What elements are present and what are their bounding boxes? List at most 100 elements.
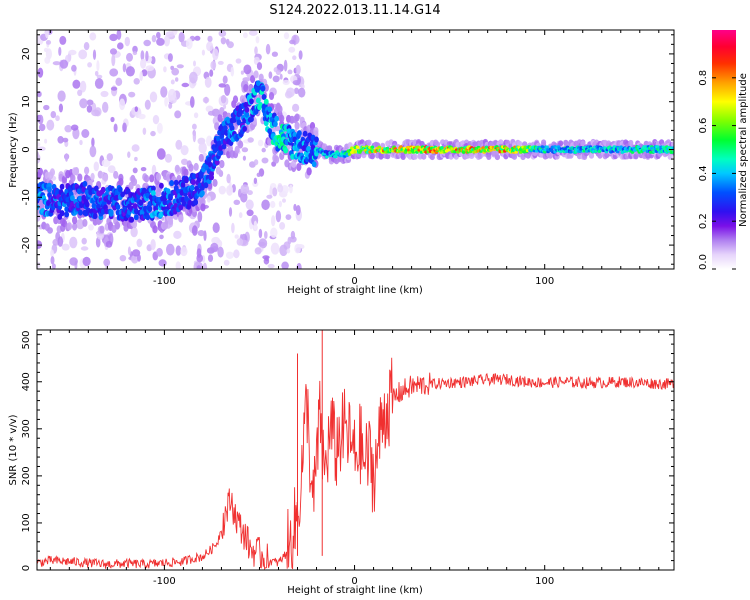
noise-blob <box>80 246 89 251</box>
halo-blob <box>667 153 673 160</box>
ridge-blob <box>263 120 269 127</box>
noise-blob <box>228 181 232 193</box>
ridge-blob <box>194 185 200 192</box>
noise-blob <box>37 146 46 152</box>
noise-blob <box>268 71 273 79</box>
noise-blob <box>261 157 269 164</box>
ridge-blob <box>440 146 444 150</box>
noise-blob <box>151 34 157 43</box>
noise-blob <box>292 55 297 60</box>
halo-blob <box>113 170 119 179</box>
noise-blob <box>133 78 140 85</box>
ridge-blob <box>59 210 65 217</box>
halo-blob <box>174 164 180 173</box>
halo-blob <box>61 175 67 184</box>
noise-blob <box>254 46 258 55</box>
noise-blob <box>125 66 135 77</box>
y-tick-label: -20 <box>21 237 32 253</box>
noise-blob <box>196 265 202 269</box>
noise-blob <box>180 246 188 257</box>
noise-blob <box>167 53 173 62</box>
noise-blob <box>210 242 219 252</box>
ridge-blob <box>151 185 156 192</box>
noise-blob <box>272 187 278 197</box>
noise-blob <box>175 245 182 256</box>
halo-blob <box>149 174 155 183</box>
ridge-blob <box>630 150 635 154</box>
noise-blob <box>218 83 227 88</box>
ridge-blob <box>151 190 156 197</box>
noise-blob <box>228 207 233 217</box>
spectrogram-xlabel: Height of straight line (km) <box>287 285 423 296</box>
noise-blob <box>110 48 117 55</box>
snr-series-line <box>37 357 674 570</box>
halo-blob <box>486 154 492 160</box>
ridge-blob <box>242 125 248 132</box>
noise-blob <box>288 46 296 53</box>
ridge-blob <box>173 179 179 186</box>
ridge-blob <box>93 185 99 192</box>
halo-blob <box>183 168 189 177</box>
noise-blob <box>218 185 226 195</box>
snr-ylabel: SNR (10 * v/v) <box>8 414 19 485</box>
noise-blob <box>254 247 262 255</box>
noise-blob <box>52 61 61 66</box>
halo-blob <box>198 153 204 162</box>
noise-blob <box>145 50 149 62</box>
noise-blob <box>173 230 182 239</box>
noise-blob <box>143 39 151 47</box>
noise-blob <box>158 259 167 267</box>
noise-blob <box>156 247 163 257</box>
noise-blob <box>50 256 55 265</box>
halo-blob <box>131 178 138 186</box>
noise-blob <box>270 242 280 255</box>
noise-blob <box>181 158 188 165</box>
halo-blob <box>212 178 218 187</box>
ridge-blob <box>244 106 250 113</box>
ridge-blob <box>59 183 65 190</box>
noise-blob <box>109 33 118 42</box>
noise-blob <box>270 200 276 209</box>
noise-blob <box>50 111 57 119</box>
noise-blob <box>39 123 46 132</box>
noise-blob <box>220 37 227 45</box>
halo-blob <box>217 114 223 123</box>
ridge-blob <box>115 204 121 210</box>
noise-blob <box>170 79 175 85</box>
noise-blob <box>202 97 210 104</box>
noise-blob <box>62 137 69 143</box>
ridge-blob <box>84 201 90 208</box>
halo-blob <box>73 167 79 176</box>
ridge-blob <box>198 172 204 179</box>
noise-blob <box>43 104 50 111</box>
ridge-blob <box>671 150 674 154</box>
ridge-blob <box>100 186 106 193</box>
ridge-blob <box>189 184 195 191</box>
noise-blob <box>44 138 48 144</box>
noise-blob <box>175 261 181 269</box>
noise-blob <box>282 79 290 86</box>
y-tick-label: -10 <box>21 189 32 205</box>
noise-blob <box>191 225 198 236</box>
halo-blob <box>588 152 595 159</box>
noise-blob <box>37 261 41 269</box>
noise-blob <box>295 64 301 75</box>
noise-blob <box>193 112 199 119</box>
halo-blob <box>167 217 174 225</box>
noise-blob <box>107 165 116 174</box>
halo-blob <box>541 139 547 146</box>
noise-blob <box>131 144 140 152</box>
noise-blob <box>160 86 168 98</box>
noise-blob <box>292 80 301 86</box>
halo-blob <box>200 197 206 206</box>
noise-blob <box>71 64 77 72</box>
ridge-blob <box>226 117 232 124</box>
ridge-blob <box>569 150 573 154</box>
noise-blob <box>163 66 167 73</box>
halo-blob <box>193 162 199 171</box>
noise-blob <box>68 49 77 56</box>
noise-blob <box>207 254 214 262</box>
noise-blob <box>248 30 258 36</box>
halo-blob <box>215 166 221 175</box>
halo-blob <box>327 145 333 152</box>
